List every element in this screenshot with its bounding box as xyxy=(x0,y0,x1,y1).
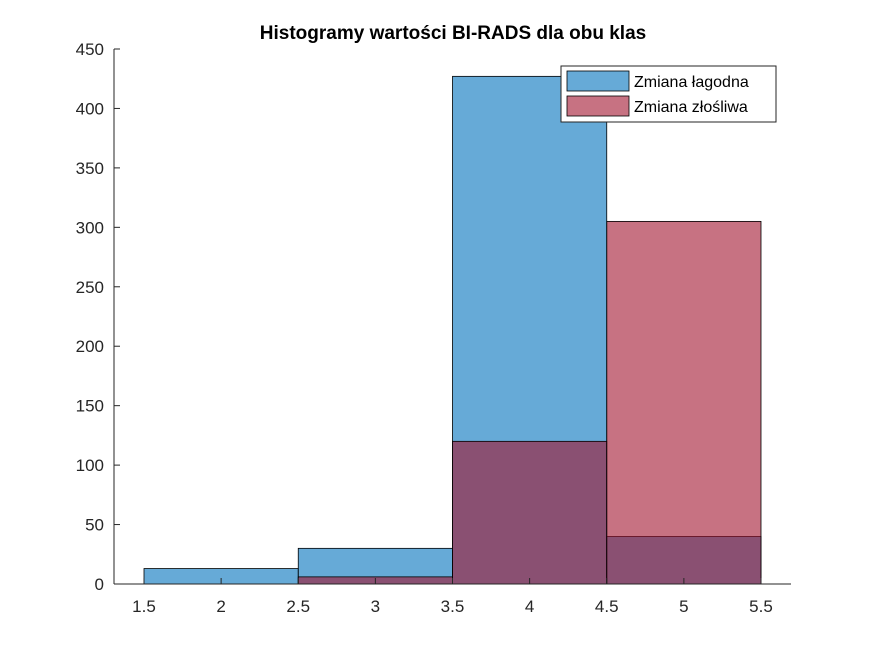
chart-title: Histogramy wartości BI-RADS dla obu klas xyxy=(260,23,646,44)
legend-label-series2: Zmiana złośliwa xyxy=(634,99,748,116)
bar-series2-bin3 xyxy=(452,440,608,585)
y-tick-label: 50 xyxy=(85,516,104,535)
y-tick-label: 0 xyxy=(95,575,104,594)
y-tick-label: 100 xyxy=(76,456,104,475)
legend-label-series1: Zmiana łagodna xyxy=(634,74,749,91)
legend-swatch-series1 xyxy=(566,70,630,92)
y-tick-label: 200 xyxy=(76,337,104,356)
y-tick-label: 350 xyxy=(76,159,104,178)
x-tick-label: 4 xyxy=(525,597,534,616)
x-tick-label: 4.5 xyxy=(595,597,619,616)
legend-swatch-series2 xyxy=(566,95,630,117)
x-tick-label: 1.5 xyxy=(132,597,156,616)
axes-layer: 1.5 2 2.5 3 3.5 4 4.5 5 5.5 0 50 100 150 200 250 300 350… xyxy=(76,40,791,616)
bars-layer xyxy=(143,75,762,585)
y-tick-label: 250 xyxy=(76,278,104,297)
y-tick-label: 400 xyxy=(76,99,104,118)
x-tick-label: 2 xyxy=(216,597,225,616)
y-tick-label: 150 xyxy=(76,397,104,416)
x-tick-label: 5.5 xyxy=(749,597,773,616)
y-tick-label: 450 xyxy=(76,40,104,59)
x-tick-label: 3 xyxy=(371,597,380,616)
x-tick-label: 5 xyxy=(679,597,688,616)
bar-series2-bin4 xyxy=(606,220,762,585)
legend: Zmiana łagodna Zmiana złośliwa xyxy=(560,65,777,123)
x-tick-label: 3.5 xyxy=(441,597,465,616)
y-tick-label: 300 xyxy=(76,218,104,237)
x-tick-label: 2.5 xyxy=(286,597,310,616)
